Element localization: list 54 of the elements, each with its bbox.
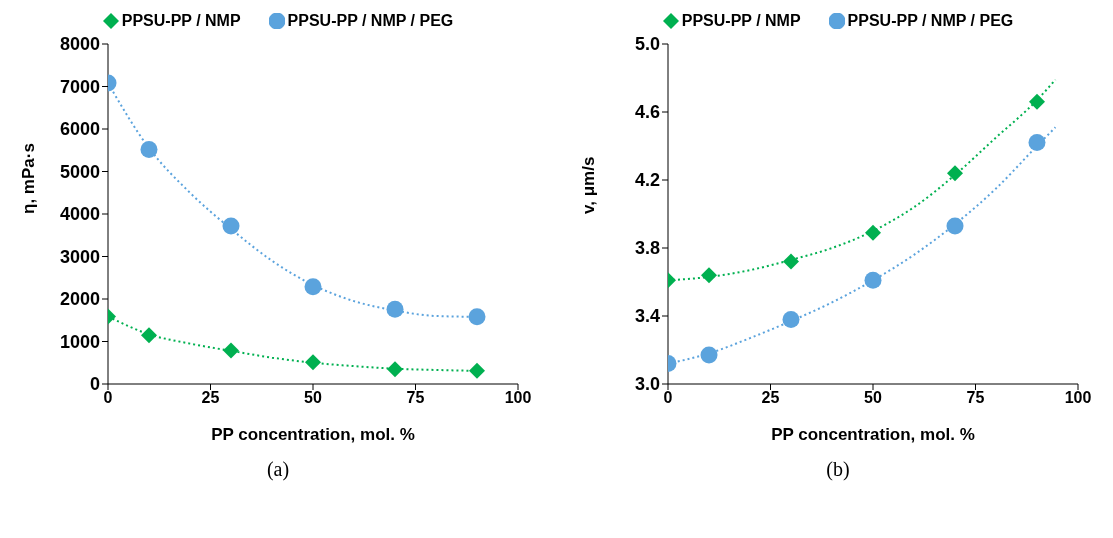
- x-axis-title: PP concentration, mol. %: [771, 425, 975, 444]
- point: [700, 346, 718, 364]
- point: [140, 140, 158, 158]
- y-tick-label: 4000: [59, 204, 100, 225]
- point: [783, 253, 799, 270]
- point: [223, 342, 239, 359]
- y-tick-label: 6000: [59, 119, 100, 140]
- x-tick-label: 25: [761, 389, 780, 407]
- point: [947, 165, 963, 182]
- y-tick-label: 3.4: [634, 306, 660, 327]
- point: [1028, 134, 1046, 152]
- point: [386, 300, 404, 318]
- point: [468, 308, 486, 326]
- y-tick-label: 1000: [59, 331, 100, 352]
- x-tick-label: 0: [103, 389, 113, 407]
- point: [387, 361, 403, 378]
- x-tick-label: 100: [1064, 389, 1092, 407]
- legend-label: PPSU-PP / NMP: [681, 12, 801, 30]
- legend-label: PPSU-PP / NMP / PEG: [287, 12, 454, 30]
- point: [1029, 93, 1045, 110]
- point: [701, 267, 717, 284]
- y-tick-label: 2000: [59, 289, 100, 310]
- x-tick-label: 50: [864, 389, 882, 407]
- y-tick-label: 8000: [59, 34, 100, 55]
- y-tick-label: 3.8: [634, 238, 660, 259]
- legend-label: PPSU-PP / NMP / PEG: [847, 12, 1014, 30]
- y-axis-title: v, μm/s: [579, 156, 599, 214]
- point: [305, 354, 321, 371]
- legend-label: PPSU-PP / NMP: [121, 12, 241, 30]
- point: [304, 278, 322, 296]
- y-tick-label: 7000: [59, 76, 100, 97]
- y-tick-label: 5000: [59, 161, 100, 182]
- y-tick-label: 3.0: [634, 374, 660, 395]
- y-axis-title: η, mPa·s: [19, 143, 39, 214]
- y-tick-label: 4.6: [634, 102, 660, 123]
- x-tick-label: 50: [304, 389, 322, 407]
- point: [864, 271, 882, 289]
- point: [222, 217, 240, 235]
- point: [469, 362, 485, 379]
- text: (a): [265, 458, 291, 481]
- point: [141, 327, 157, 344]
- y-tick-label: 4.2: [634, 170, 660, 191]
- y-tick-label: 3000: [59, 246, 100, 267]
- text: (b): [825, 458, 851, 481]
- point: [782, 310, 800, 328]
- point: [946, 217, 964, 235]
- x-axis-title: PP concentration, mol. %: [211, 425, 415, 444]
- y-tick-label: 5.0: [634, 34, 660, 55]
- point: [865, 224, 881, 241]
- x-tick-label: 75: [406, 389, 425, 407]
- x-tick-label: 0: [663, 389, 673, 407]
- x-tick-label: 25: [201, 389, 220, 407]
- x-tick-label: 75: [966, 389, 985, 407]
- x-tick-label: 100: [504, 389, 532, 407]
